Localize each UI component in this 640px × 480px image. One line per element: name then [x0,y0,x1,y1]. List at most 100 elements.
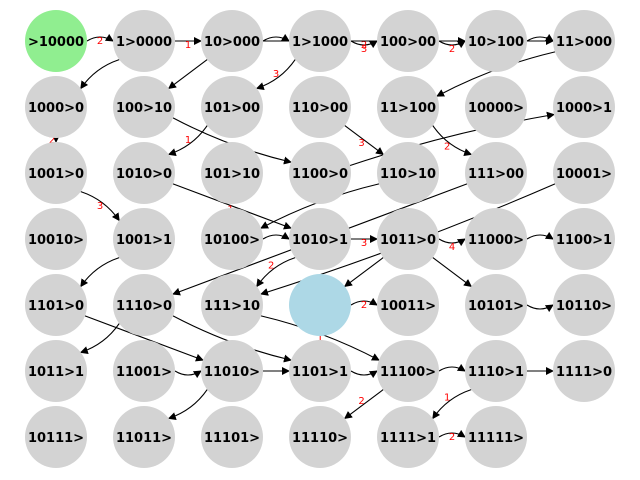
node-circle[interactable] [25,142,87,204]
state-node[interactable]: 11011> [113,406,175,468]
node-circle[interactable] [465,142,527,204]
node-circle[interactable] [113,340,175,402]
node-circle[interactable] [113,10,175,72]
state-node[interactable]: 10101> [465,274,527,336]
state-node[interactable]: 11111> [465,406,527,468]
node-circle[interactable] [201,76,263,138]
edge-n34-n43 [343,257,384,287]
state-node[interactable]: 11>100 [377,76,439,138]
state-node[interactable]: 1111>1 [377,406,439,468]
state-node[interactable]: 1101>0 [25,274,87,336]
state-node[interactable]: 1100>1 [553,208,615,270]
node-circle[interactable] [113,208,175,270]
state-node[interactable]: 11110> [289,406,351,468]
state-node[interactable]: 1011>0 [377,208,439,270]
state-node[interactable]: 1100>0 [289,142,351,204]
state-node[interactable]: 10111> [25,406,87,468]
node-circle[interactable] [465,406,527,468]
state-node[interactable]: 100>00 [377,10,439,72]
state-node[interactable]: 10>100 [465,10,527,72]
node-circle[interactable] [289,10,351,72]
node-circle[interactable] [25,76,87,138]
node-circle[interactable] [25,274,87,336]
node-circle[interactable] [25,406,87,468]
state-node[interactable]: 1001>0 [25,142,87,204]
node-circle[interactable] [465,340,527,402]
node-circle[interactable] [553,142,615,204]
node-circle[interactable] [289,340,351,402]
node-circle[interactable] [465,76,527,138]
state-node[interactable]: 1000>0 [25,76,87,138]
state-node[interactable]: 100>10 [113,76,175,138]
node-circle[interactable] [553,76,615,138]
start-node-circle[interactable] [25,10,87,72]
node-circle[interactable] [201,406,263,468]
state-node[interactable]: 11101> [201,406,263,468]
state-node[interactable]: 1010>1 [289,208,351,270]
state-node[interactable]: 1010>0 [113,142,175,204]
state-node[interactable]: 10110> [553,274,615,336]
state-node[interactable]: 1001>1 [113,208,175,270]
node-circle[interactable] [377,208,439,270]
node-circle[interactable] [553,10,615,72]
state-node[interactable]: 110>10 [377,142,439,204]
node-circle[interactable] [377,76,439,138]
node-circle[interactable] [113,274,175,336]
state-node[interactable]: 11010> [201,340,263,402]
node-circle[interactable] [465,10,527,72]
node-label: 11000> [468,233,524,248]
node-circle[interactable] [377,406,439,468]
state-node[interactable]: 11001> [113,340,175,402]
node-label: 11101> [204,431,260,446]
state-node[interactable]: 11100> [377,340,439,402]
node-circle[interactable] [553,274,615,336]
state-node[interactable]: 1111>0 [553,340,615,402]
state-node[interactable]: 1110>0 [113,274,175,336]
node-circle[interactable] [377,340,439,402]
state-node[interactable]: 1101>1 [289,340,351,402]
state-node[interactable]: 1000>1 [553,76,615,138]
state-node[interactable]: 11>000 [553,10,615,72]
state-node[interactable]: 110>00 [289,76,351,138]
node-circle[interactable] [201,142,263,204]
node-circle[interactable] [377,142,439,204]
node-circle[interactable] [201,340,263,402]
state-node[interactable]: 101>00 [201,76,263,138]
node-circle[interactable] [553,340,615,402]
state-node[interactable]: 10001> [553,142,615,204]
state-node[interactable]: 10000> [465,76,527,138]
state-node[interactable]: 10010> [25,208,87,270]
node-circle[interactable] [113,76,175,138]
node-circle[interactable] [377,274,439,336]
state-node[interactable] [289,274,351,336]
state-node[interactable]: 111>00 [465,142,527,204]
state-node[interactable]: 1011>1 [25,340,87,402]
current-node-circle[interactable] [289,274,351,336]
state-node[interactable]: 10011> [377,274,439,336]
node-circle[interactable] [465,208,527,270]
state-node[interactable]: 101>10 [201,142,263,204]
state-node[interactable]: 10>000 [201,10,263,72]
node-circle[interactable] [25,340,87,402]
node-circle[interactable] [113,406,175,468]
state-node[interactable]: 1>1000 [289,10,351,72]
node-circle[interactable] [465,274,527,336]
node-circle[interactable] [201,208,263,270]
node-circle[interactable] [289,208,351,270]
node-circle[interactable] [289,76,351,138]
node-circle[interactable] [113,142,175,204]
state-node[interactable]: 111>10 [201,274,263,336]
node-circle[interactable] [553,208,615,270]
state-node[interactable]: 11000> [465,208,527,270]
state-node[interactable]: 1>0000 [113,10,175,72]
node-label: 1010>1 [292,233,348,248]
node-circle[interactable] [289,406,351,468]
state-node[interactable]: >10000 [25,10,87,72]
node-circle[interactable] [377,10,439,72]
node-circle[interactable] [289,142,351,204]
node-circle[interactable] [201,274,263,336]
state-node[interactable]: 10100> [201,208,263,270]
node-circle[interactable] [201,10,263,72]
state-node[interactable]: 1110>1 [465,340,527,402]
node-circle[interactable] [25,208,87,270]
